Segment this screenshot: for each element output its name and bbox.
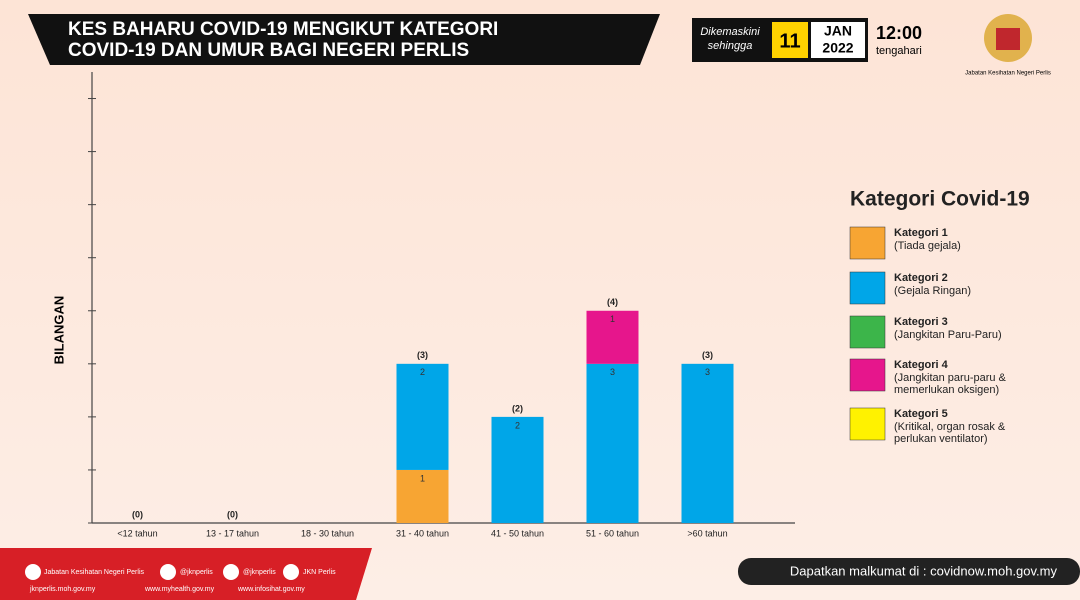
social-youtube: JKN Perlis [303,569,336,576]
url: www.myhealth.gov.my [144,586,215,593]
bar-segment [491,416,544,523]
legend-swatch [849,271,886,305]
day-box [772,22,808,58]
legend-description: (Gejala Ringan) [894,285,971,297]
day: 11 [779,30,800,52]
segment-label: 1 [610,314,615,324]
legend-swatch [849,315,886,349]
logo-caption: Jabatan Kesihatan Negeri Perlis [965,71,1051,77]
month: JAN [824,23,852,39]
x-tick-label: >60 tahun [687,528,727,538]
legend-name: Kategori 2 [894,272,948,284]
y-axis-label: BILANGAN [51,296,66,365]
title-banner [28,14,660,65]
legend-name: Kategori 1 [894,227,948,239]
title: COVID-19 DAN UMUR BAGI NEGERI PERLIS [68,40,469,61]
legend-description: (Kritikal, organ rosak & perlukan ventila… [894,421,1006,445]
total-label: (4) [607,297,618,307]
legend-description: (Jangkitan paru-paru & memerlukan oksigen… [894,372,1007,396]
bar-segment [586,363,639,523]
segment-label: 1 [420,473,425,483]
segment-label: 2 [420,367,425,377]
bar-segment [681,363,734,523]
social-twitter: @jknperlis [180,569,213,576]
year: 2022 [822,40,853,56]
url: www.infosihat.gov.my [237,586,305,593]
x-tick-label: 31 - 40 tahun [396,528,449,538]
icon [160,564,176,580]
x-tick-label: 51 - 60 tahun [586,528,639,538]
bar-segment [396,469,449,523]
time: 12:00 [876,23,922,43]
info-text: Dapatkan malkumat di : covidnow.moh.gov.… [790,563,1058,578]
title: KES BAHARU COVID-19 MENGIKUT KATEGORI [68,19,498,40]
total-label: (3) [417,350,428,360]
icon [25,564,41,580]
month-box [811,22,865,58]
legend-title: Kategori Covid-19 [850,188,1030,211]
icon [223,564,239,580]
social-instagram: @jknperlis [243,569,276,576]
legend-name: Kategori 3 [894,316,948,328]
icon [283,564,299,580]
updated-label: sehingga [708,40,753,52]
x-tick-label: 41 - 50 tahun [491,528,544,538]
legend-description: (Tiada gejala) [894,240,961,252]
legend-swatch [849,358,886,392]
legend-swatch [849,407,886,441]
legend-swatch [849,226,886,260]
x-tick-label: 18 - 30 tahun [301,528,354,538]
x-tick-label: 13 - 17 tahun [206,528,259,538]
time-label: tengahari [876,45,922,57]
segment-label: 2 [515,420,520,430]
bar-segment [586,310,639,364]
segment-label: 3 [610,367,615,377]
url: jknperlis.moh.gov.my [29,586,96,593]
footer-banner [0,548,372,600]
updated-label: Dikemaskini [700,26,760,38]
social-facebook: Jabatan Kesihatan Negeri Perlis [44,569,145,576]
total-label: (0) [227,509,238,519]
legend-name: Kategori 5 [894,408,948,420]
total-label: (2) [512,403,523,413]
total-label: (0) [132,509,143,519]
legend-description: (Jangkitan Paru-Paru) [894,329,1002,341]
total-label: (3) [702,350,713,360]
segment-label: 3 [705,367,710,377]
legend-name: Kategori 4 [894,359,949,371]
info-pill [738,558,1080,585]
logo [996,28,1020,50]
x-tick-label: <12 tahun [117,528,157,538]
bar-segment [396,363,449,470]
